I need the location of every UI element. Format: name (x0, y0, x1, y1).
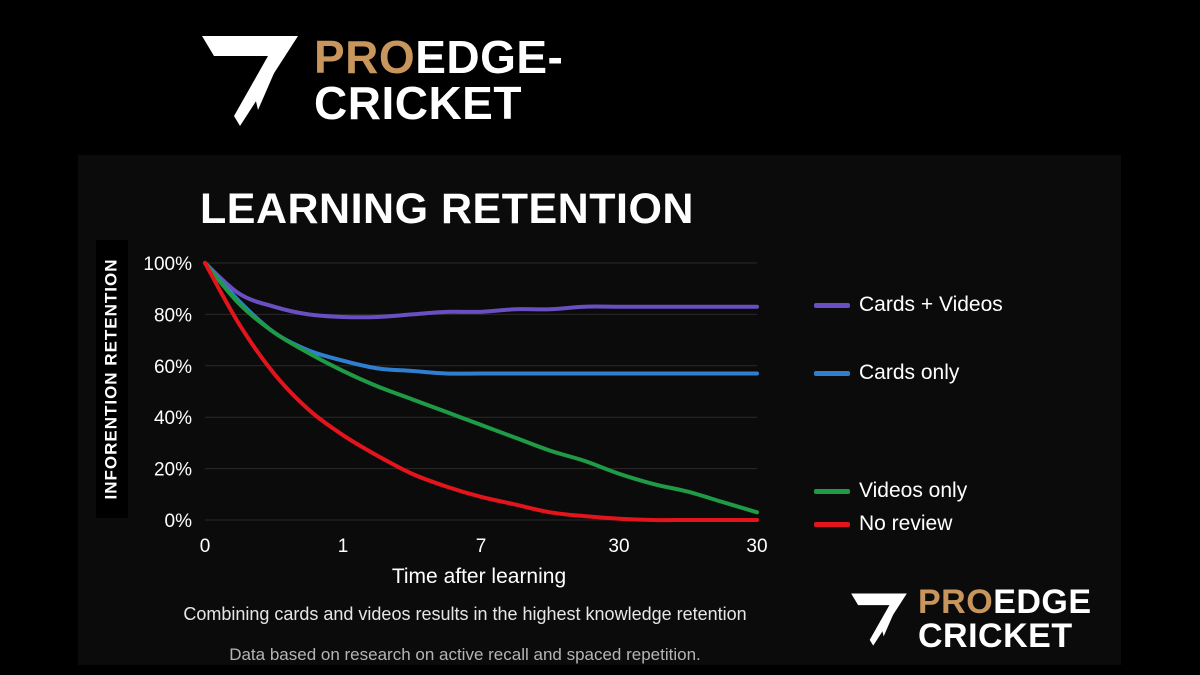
series-line-no-review (203, 261, 759, 523)
y-tick-label: 0% (165, 511, 193, 532)
logo-mark-icon (202, 36, 298, 126)
series-line-videos-only (203, 261, 759, 515)
legend-swatch (814, 488, 850, 494)
x-tick-label: 30 (746, 536, 767, 557)
legend-label: Cards only (859, 361, 960, 384)
logo-wordmark: PROEDGE CRICKET (918, 583, 1092, 655)
legend-cards-only: Cards only (814, 361, 959, 385)
chart-panel (78, 155, 1121, 665)
legend-swatch (814, 370, 850, 376)
logo-wordmark: PROEDGE- CRICKET (314, 31, 564, 129)
y-tick-label: 60% (154, 357, 192, 378)
brand-logo-bottom: PROEDGE CRICKET (850, 585, 1092, 653)
legend-label: Videos only (859, 479, 968, 502)
legend-cards-videos: Cards + Videos (814, 293, 1003, 317)
x-axis-label: Time after learning (392, 565, 566, 588)
series-line-cards-only (203, 261, 759, 376)
legend-swatch (814, 521, 850, 527)
x-tick-label: 7 (476, 536, 487, 557)
y-tick-label: 20% (154, 460, 192, 481)
legend-label: Cards + Videos (859, 293, 1003, 316)
x-tick-label: 30 (608, 536, 629, 557)
x-tick-label: 0 (200, 536, 211, 557)
chart-title: LEARNING RETENTION (200, 185, 694, 233)
legend-no-review: No review (814, 512, 952, 536)
y-axis-label-box: INFORENTION RETENTION (96, 240, 128, 518)
caption-main: Combining cards and videos results in th… (183, 604, 747, 624)
series-line-cards-videos (203, 261, 759, 320)
brand-logo-top: PROEDGE- CRICKET (200, 30, 563, 130)
y-tick-label: 80% (154, 305, 192, 326)
caption-sub: Data based on research on active recall … (229, 645, 701, 664)
y-tick-label: 100% (143, 254, 192, 275)
x-tick-label: 1 (338, 536, 349, 557)
legend-swatch (814, 302, 850, 308)
y-tick-label: 40% (154, 408, 192, 429)
legend-videos-only: Videos only (814, 479, 967, 503)
logo-mark-icon (851, 593, 907, 646)
legend-label: No review (859, 512, 953, 535)
